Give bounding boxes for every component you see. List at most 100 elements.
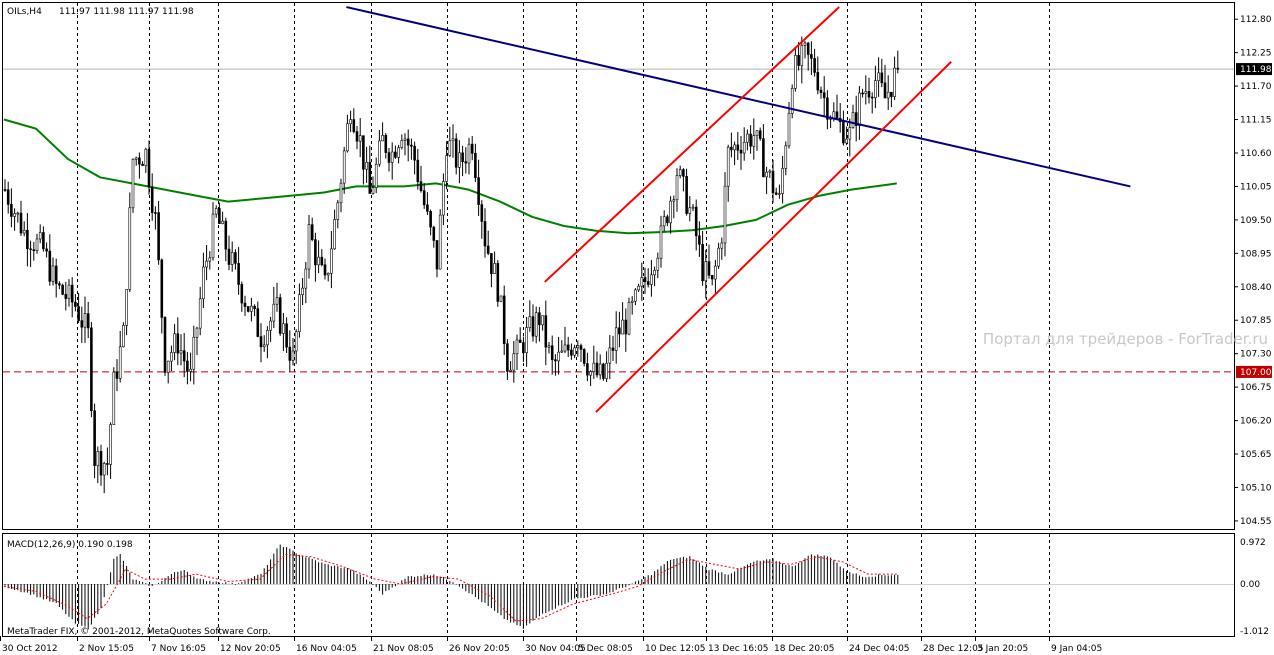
candle-body [54, 265, 58, 284]
candle-body [544, 315, 548, 348]
candle-body [237, 263, 240, 285]
candle-body [784, 145, 788, 169]
candle-body [720, 242, 724, 249]
candle-body [672, 199, 676, 202]
candle-body [678, 169, 682, 176]
candle-body [557, 351, 560, 362]
candle-body [608, 347, 612, 364]
candle-body [458, 152, 461, 168]
candle-body [896, 67, 900, 70]
candle-body [669, 200, 672, 224]
price-tick-label: 107.30 [1240, 350, 1272, 360]
candle-body [93, 410, 96, 467]
candle-body [768, 170, 772, 173]
candle-body [803, 42, 807, 46]
time-tick-label: 21 Nov 08:05 [373, 644, 434, 654]
candle-body [518, 339, 522, 343]
candle-body [51, 265, 55, 282]
price-tick-label: 108.40 [1240, 283, 1272, 293]
level-price-tag-label: 107.00 [1240, 368, 1272, 378]
candle-body [538, 312, 541, 326]
candle-body [67, 284, 71, 299]
time-tick-label: 12 Nov 20:05 [220, 644, 281, 654]
candle-body [269, 320, 272, 331]
candle-body [848, 127, 852, 140]
candle-body [426, 204, 429, 212]
candle-body [874, 80, 877, 99]
candle-body [816, 72, 820, 91]
candle-body [298, 294, 301, 332]
candle-body [387, 152, 391, 163]
candle-body [813, 58, 816, 73]
candle-body [19, 212, 23, 234]
candle-body [208, 257, 212, 262]
candle-body [131, 158, 135, 209]
candle-body [214, 208, 218, 215]
candle-body [621, 319, 624, 335]
candle-body [637, 285, 640, 291]
candle-body [102, 463, 106, 476]
candle-body [29, 248, 32, 251]
candle-body [70, 284, 74, 303]
candle-body [845, 138, 848, 144]
candle-body [160, 259, 164, 318]
time-tick-label: 24 Dec 04:05 [849, 644, 910, 654]
time-tick-label: 26 Nov 20:05 [449, 644, 510, 654]
candle-body [541, 315, 544, 326]
candle-body [806, 42, 810, 55]
candle-body [58, 283, 61, 286]
candle-body [288, 346, 292, 361]
candle-body [493, 263, 496, 274]
candle-body [320, 256, 324, 266]
candle-body [400, 140, 404, 148]
candle-body [192, 336, 196, 370]
candle-body [611, 347, 615, 351]
candle-body [195, 327, 199, 338]
candle-body [835, 111, 839, 119]
candle-body [746, 133, 749, 143]
level-price-tag [1236, 365, 1272, 378]
candle-body [410, 144, 413, 147]
time-axis: 30 Oct 2012 2 Nov 15:05 7 Nov 16:05 12 Nov … [0, 636, 1102, 654]
symbol-label: OILs,H4 [7, 7, 42, 17]
candle-body [640, 277, 644, 287]
candle-body [176, 333, 180, 354]
time-tick-label: 3 Jan 20:05 [977, 644, 1028, 654]
candle-body [726, 146, 730, 187]
candle-body [598, 363, 602, 376]
candle-body [301, 287, 304, 295]
candle-body [256, 308, 260, 337]
time-tick-label: 16 Nov 04:05 [296, 644, 357, 654]
candle-body [653, 269, 656, 276]
candle-body [218, 208, 221, 224]
candle-body [64, 294, 68, 299]
macd-panel-frame [2, 533, 1235, 637]
candle-body [595, 362, 599, 376]
candle-body [304, 268, 308, 289]
candle-body [202, 266, 205, 300]
candle-body [179, 350, 183, 354]
candle-body [448, 140, 452, 156]
candle-body [285, 323, 288, 348]
candle-body [534, 312, 538, 337]
candle-body [794, 55, 797, 89]
candle-body [403, 138, 407, 141]
candle-body [349, 119, 352, 125]
candle-body [397, 147, 400, 158]
candle-body [758, 130, 762, 139]
candle-body [362, 135, 365, 170]
candle-body [96, 451, 100, 467]
candle-body [861, 92, 864, 95]
candle-body [659, 225, 663, 259]
price-tick-label: 112.80 [1240, 15, 1272, 25]
candle-body [474, 152, 477, 178]
ohlc-label: 111.97 111.98 111.97 111.98 [59, 7, 194, 17]
candle-body [189, 368, 192, 372]
candle-body [605, 362, 608, 379]
candle-body [230, 252, 234, 265]
candle-body [326, 272, 330, 276]
candle-body [163, 317, 167, 373]
